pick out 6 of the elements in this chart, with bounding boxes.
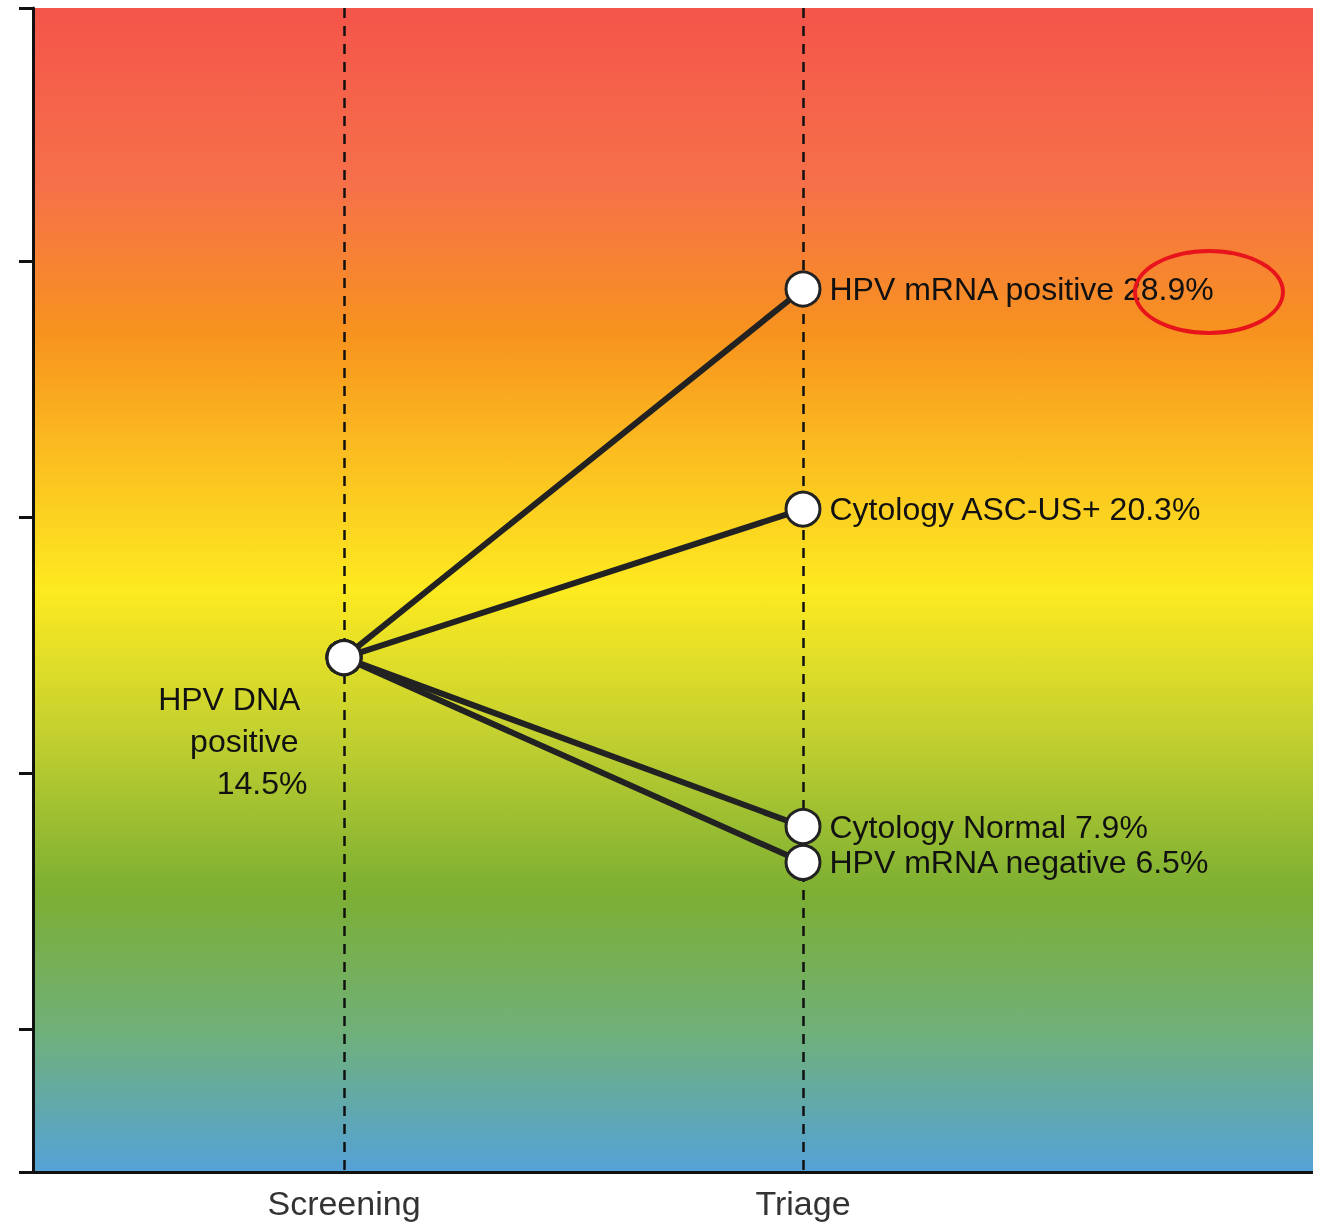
data-label: Cytology ASC-US+ 20.3%	[829, 491, 1201, 528]
x-tick-label: Triage	[755, 1184, 851, 1222]
data-label: Cytology Normal 7.9%	[829, 808, 1148, 845]
x-tick-label: Screening	[267, 1184, 421, 1222]
data-label: HPV DNA positive 14.5%	[158, 680, 308, 801]
data-label: HPV mRNA negative 6.5%	[829, 844, 1209, 881]
